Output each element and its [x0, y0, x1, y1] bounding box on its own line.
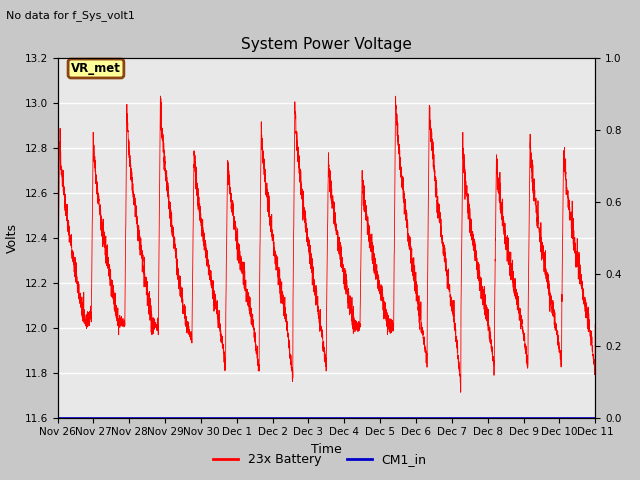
- Legend: 23x Battery, CM1_in: 23x Battery, CM1_in: [208, 448, 432, 471]
- Y-axis label: Volts: Volts: [6, 223, 19, 252]
- Title: System Power Voltage: System Power Voltage: [241, 37, 412, 52]
- X-axis label: Time: Time: [311, 443, 342, 456]
- Text: No data for f_Sys_volt1: No data for f_Sys_volt1: [6, 10, 135, 21]
- Text: VR_met: VR_met: [71, 62, 121, 75]
